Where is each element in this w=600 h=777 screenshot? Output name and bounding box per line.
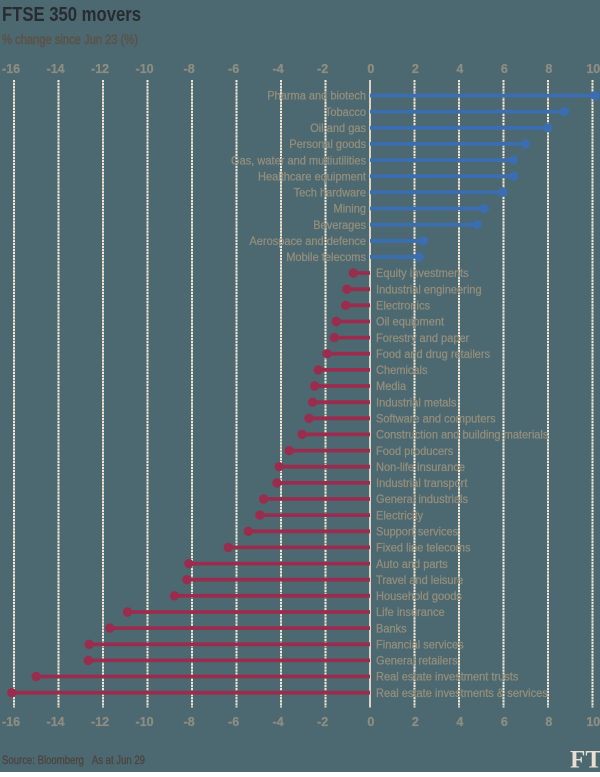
svg-text:Banks: Banks xyxy=(376,621,407,635)
svg-text:Gas, water and multiutilities: Gas, water and multiutilities xyxy=(231,153,366,167)
svg-text:-10: -10 xyxy=(136,62,154,76)
svg-text:Mining: Mining xyxy=(334,202,367,216)
svg-text:-4: -4 xyxy=(273,62,284,76)
svg-text:-6: -6 xyxy=(228,715,239,729)
svg-text:Personal goods: Personal goods xyxy=(289,137,366,151)
svg-text:Electronics: Electronics xyxy=(376,299,430,313)
svg-text:-14: -14 xyxy=(47,62,65,76)
svg-text:6: 6 xyxy=(501,62,508,76)
svg-text:Beverages: Beverages xyxy=(313,218,366,232)
svg-text:Industrial metals: Industrial metals xyxy=(376,395,456,409)
svg-text:Tech hardware: Tech hardware xyxy=(294,186,367,200)
svg-text:Non-life insurance: Non-life insurance xyxy=(376,460,465,474)
svg-text:-6: -6 xyxy=(228,62,239,76)
svg-text:Food and drug retailers: Food and drug retailers xyxy=(376,347,490,361)
svg-text:Oil and gas: Oil and gas xyxy=(310,121,366,135)
svg-text:FT: FT xyxy=(570,747,600,773)
svg-text:-12: -12 xyxy=(91,715,109,729)
svg-text:Electricity: Electricity xyxy=(376,508,423,522)
svg-text:0: 0 xyxy=(367,62,374,76)
svg-text:Chemicals: Chemicals xyxy=(376,363,428,377)
svg-text:2: 2 xyxy=(412,62,419,76)
svg-text:-2: -2 xyxy=(317,62,328,76)
svg-text:0: 0 xyxy=(367,715,374,729)
svg-text:Forestry and paper: Forestry and paper xyxy=(376,331,469,345)
svg-text:-2: -2 xyxy=(317,715,328,729)
svg-text:4: 4 xyxy=(456,715,463,729)
svg-text:6: 6 xyxy=(501,715,508,729)
svg-text:Industrial engineering: Industrial engineering xyxy=(376,282,482,296)
svg-text:10: 10 xyxy=(586,62,600,76)
svg-text:Media: Media xyxy=(376,379,406,393)
svg-text:Fixed line telecoms: Fixed line telecoms xyxy=(376,541,471,555)
svg-text:Household goods: Household goods xyxy=(376,589,462,603)
svg-text:General industrials: General industrials xyxy=(376,492,468,506)
svg-text:Tobacco: Tobacco xyxy=(325,105,366,119)
svg-text:Auto and parts: Auto and parts xyxy=(376,557,448,571)
svg-text:Healthcare equipment: Healthcare equipment xyxy=(258,169,367,183)
svg-text:Equity investments: Equity investments xyxy=(376,266,469,280)
svg-text:-8: -8 xyxy=(184,62,195,76)
svg-text:8: 8 xyxy=(545,715,552,729)
svg-text:4: 4 xyxy=(456,62,463,76)
svg-text:Food producers: Food producers xyxy=(376,444,453,458)
svg-text:10: 10 xyxy=(586,715,600,729)
svg-text:Real estate investment trusts: Real estate investment trusts xyxy=(376,670,518,684)
svg-text:Pharma and biotech: Pharma and biotech xyxy=(267,89,366,103)
svg-text:FTSE 350 movers: FTSE 350 movers xyxy=(2,3,141,26)
svg-text:-16: -16 xyxy=(2,62,20,76)
svg-text:-4: -4 xyxy=(273,715,284,729)
svg-text:Construction and building mate: Construction and building materials xyxy=(376,428,548,442)
svg-text:2: 2 xyxy=(412,715,419,729)
svg-text:General retailers: General retailers xyxy=(376,654,458,668)
svg-text:-10: -10 xyxy=(136,715,154,729)
svg-text:Oil equipment: Oil equipment xyxy=(376,315,445,329)
svg-text:8: 8 xyxy=(545,62,552,76)
svg-text:-8: -8 xyxy=(184,715,195,729)
svg-text:Real estate investments & serv: Real estate investments & services xyxy=(376,686,548,700)
svg-text:Aerospace and defence: Aerospace and defence xyxy=(249,234,366,248)
svg-text:Mobile telecoms: Mobile telecoms xyxy=(286,250,366,264)
svg-text:Travel and leisure: Travel and leisure xyxy=(376,573,464,587)
svg-text:Life insurance: Life insurance xyxy=(376,605,445,619)
svg-text:-16: -16 xyxy=(2,715,20,729)
svg-text:-12: -12 xyxy=(91,62,109,76)
svg-text:Software and computers: Software and computers xyxy=(376,412,496,426)
svg-text:Source: Bloomberg As at Jun: Source: Bloomberg As at Jun 29 xyxy=(2,753,145,767)
svg-text:Industrial transport: Industrial transport xyxy=(376,476,468,490)
svg-text:% change since Jun 23 (%): % change since Jun 23 (%) xyxy=(2,32,138,47)
svg-text:-14: -14 xyxy=(47,715,65,729)
svg-text:Support services: Support services xyxy=(376,525,458,539)
svg-text:Financial services: Financial services xyxy=(376,638,464,652)
